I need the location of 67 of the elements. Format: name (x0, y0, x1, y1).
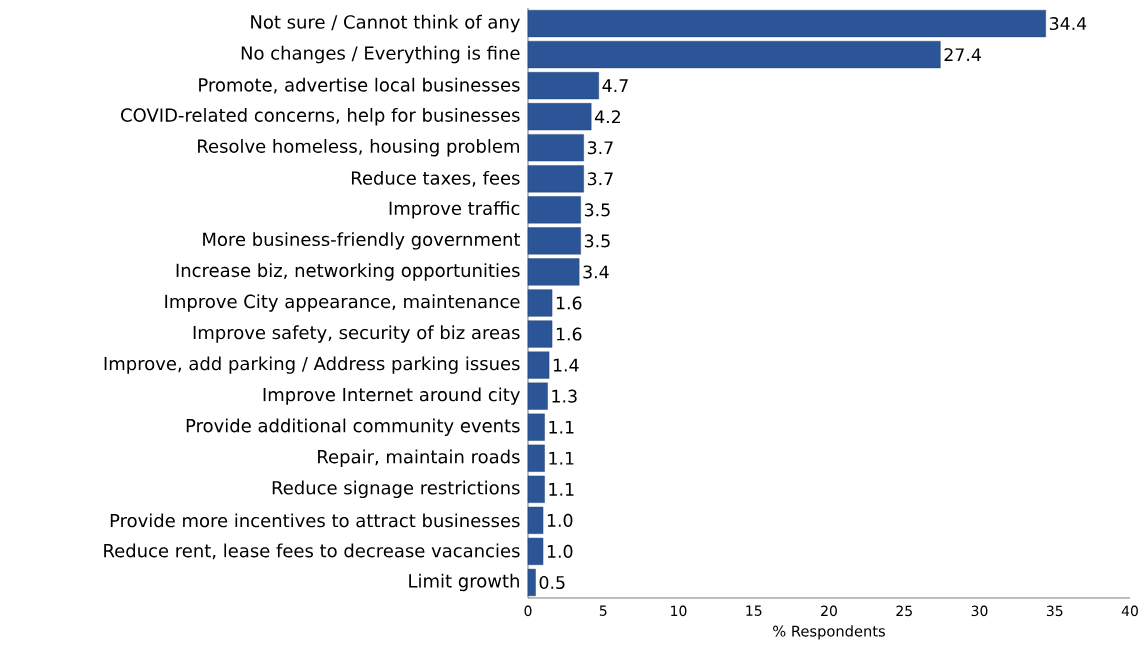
bar (527, 382, 548, 410)
y-tick-label: Reduce taxes, fees (351, 170, 520, 187)
y-tick-label: COVID-related concerns, help for businesses (121, 107, 520, 126)
data-label: 1.6 (556, 327, 582, 341)
bar (527, 258, 580, 286)
data-label: 3.4 (583, 265, 609, 279)
y-tick-label: Promote, advertise local businesses (199, 77, 520, 94)
y-tick-label: Improve safety, security of biz areas (193, 325, 520, 343)
bar (527, 165, 584, 193)
bar (527, 320, 553, 348)
x-tick-label: 20 (821, 605, 837, 617)
bar (527, 41, 941, 69)
y-tick-label: Limit growth (409, 573, 519, 592)
x-tick-label: 25 (896, 605, 912, 617)
x-tick-label: 30 (971, 605, 988, 617)
data-label: 1.3 (552, 389, 577, 403)
data-label: 1.0 (547, 544, 573, 558)
data-label: 27.4 (944, 48, 981, 62)
bar (527, 103, 592, 131)
y-tick-label: Provide additional community events (186, 418, 520, 436)
y-tick-label: No changes / Everything is fine (241, 45, 520, 64)
bar (527, 72, 599, 100)
data-label: 0.5 (539, 575, 565, 590)
y-tick-label: Reduce rent, lease fees to decrease vacancies (104, 543, 520, 560)
y-tick-label: Resolve homeless, housing problem (198, 139, 519, 157)
data-label: 1.1 (549, 451, 574, 465)
data-label: 3.5 (584, 234, 610, 248)
y-tick-label: Increase biz, networking opportunities (176, 263, 520, 281)
y-tick-label: Reduce signage restrictions (272, 480, 520, 499)
data-label: 4.7 (602, 79, 628, 92)
data-label: 34.4 (1049, 16, 1087, 31)
data-label: 3.5 (584, 203, 610, 217)
bar (527, 289, 553, 317)
bar (527, 9, 1046, 38)
bar (527, 134, 584, 162)
y-tick-label: Provide more incentives to attract businesses (110, 513, 520, 528)
data-label: 3.7 (587, 172, 613, 186)
bar (527, 413, 545, 441)
data-label: 1.4 (553, 358, 579, 372)
data-label: 4.2 (594, 110, 620, 124)
y-tick-label: Improve Internet around city (263, 387, 520, 405)
data-label: 3.7 (587, 141, 613, 155)
bar (527, 568, 536, 597)
x-tick-label: 0 (524, 605, 532, 617)
x-tick-label: 35 (1046, 605, 1063, 617)
bar (527, 506, 544, 534)
x-tick-label: 15 (746, 605, 762, 616)
y-tick-label: More business-friendly government (203, 232, 521, 250)
x-tick-label: 40 (1121, 605, 1138, 617)
y-tick-label: Not sure / Cannot think of any (251, 14, 520, 33)
x-tick-label: 10 (671, 605, 687, 617)
bar (527, 444, 545, 472)
bar (527, 351, 550, 379)
data-label: 1.0 (547, 513, 573, 527)
bar (527, 475, 545, 503)
data-label: 1.6 (556, 296, 582, 310)
x-axis-title: % Respondents (773, 625, 885, 640)
y-tick-label: Improve City appearance, maintenance (165, 294, 520, 312)
y-tick-label: Improve, add parking / Address parking issues (104, 356, 520, 374)
data-label: 1.1 (549, 483, 574, 496)
bar (527, 227, 581, 255)
x-tick-label: 5 (599, 605, 607, 616)
data-label: 1.1 (549, 420, 574, 434)
y-tick-label: Improve traffic (389, 201, 520, 219)
y-tick-label: Repair, maintain roads (318, 449, 520, 467)
bar (527, 537, 544, 565)
bar (527, 196, 581, 224)
